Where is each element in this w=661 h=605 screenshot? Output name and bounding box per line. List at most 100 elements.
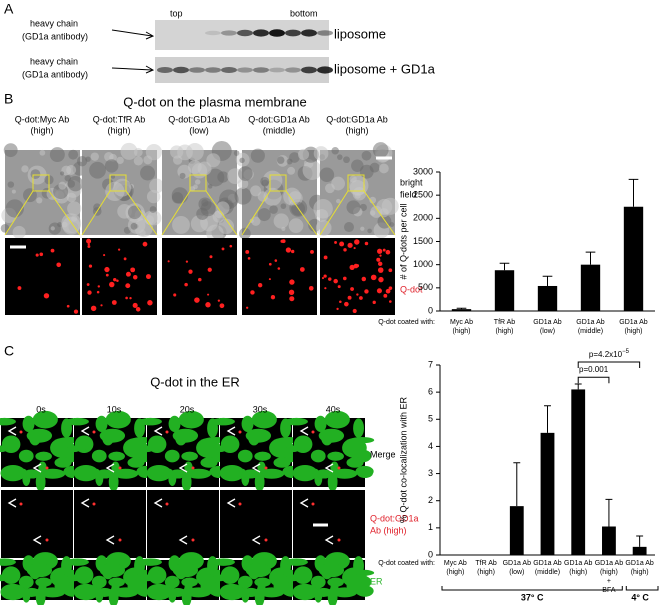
qdot — [323, 274, 327, 278]
x-tick-label: TfR Ab — [494, 319, 516, 326]
qdot — [165, 502, 169, 506]
qdot — [132, 302, 138, 309]
texture — [89, 161, 106, 179]
texture — [234, 187, 252, 205]
x-tick-label: GD1a Ab — [564, 560, 593, 567]
texture — [280, 203, 287, 209]
qdot — [86, 238, 92, 244]
y-tick-label: 0 — [428, 305, 433, 315]
qdot — [353, 247, 356, 250]
er-network — [245, 428, 272, 443]
er-network — [91, 575, 107, 589]
qdot — [285, 247, 292, 253]
er-network — [346, 457, 364, 468]
blot-band — [301, 29, 317, 37]
error-bar — [585, 251, 596, 265]
er-network — [95, 415, 108, 432]
arrowhead — [7, 426, 42, 473]
qdot — [229, 244, 233, 248]
er-image — [1, 490, 73, 558]
qdot — [364, 289, 369, 294]
bar — [602, 526, 616, 555]
bar — [494, 270, 515, 311]
qdot — [45, 538, 49, 542]
texture — [67, 179, 76, 188]
qdot — [205, 302, 211, 308]
group-label: 4° C — [631, 592, 649, 602]
texture — [315, 220, 332, 236]
er-network — [35, 587, 46, 605]
texture — [237, 178, 249, 190]
texture — [378, 163, 389, 174]
qdot — [87, 290, 92, 295]
er-network — [3, 568, 15, 583]
qdot — [289, 296, 295, 302]
x-tick-label: GD1a Ab — [533, 560, 562, 567]
qdot — [274, 259, 278, 262]
er-network — [35, 577, 52, 587]
texture — [288, 218, 304, 233]
qdot — [142, 241, 148, 247]
y-tick-label: 2000 — [413, 213, 433, 223]
column-label: (high) — [345, 125, 368, 135]
er-network — [200, 457, 218, 468]
er-network — [186, 468, 212, 479]
qdot-image — [320, 238, 395, 315]
time-label: 40s — [326, 404, 341, 414]
arrowhead — [226, 426, 261, 473]
qdot — [372, 300, 376, 305]
qdot — [185, 260, 189, 263]
qdot — [111, 300, 117, 305]
er-network — [35, 471, 46, 492]
texture — [257, 208, 271, 222]
qdot — [116, 279, 119, 282]
texture — [206, 168, 225, 187]
x-tick-label: (high) — [631, 569, 649, 576]
texture — [58, 181, 67, 190]
er-network — [146, 583, 172, 601]
er-image — [293, 490, 365, 558]
panel-label: C — [4, 343, 14, 359]
error-bar — [499, 262, 510, 271]
er-network — [76, 437, 88, 452]
texture — [68, 149, 79, 160]
er-network — [237, 449, 253, 463]
arrowhead — [299, 498, 334, 545]
texture — [313, 199, 333, 219]
er-network — [0, 417, 16, 426]
blot-band — [189, 67, 205, 73]
qdot — [385, 249, 391, 255]
qdot — [123, 257, 127, 261]
blot-band — [205, 30, 221, 36]
qdot — [50, 248, 55, 253]
er-network — [127, 580, 145, 591]
er-network — [139, 417, 162, 426]
texture — [116, 156, 124, 165]
row-label: heavy chain — [30, 18, 78, 28]
er-network — [219, 465, 245, 482]
qdot — [66, 304, 70, 308]
zoom-box — [189, 174, 207, 192]
er-network — [310, 575, 326, 589]
blot-band — [269, 67, 285, 73]
texture — [361, 150, 372, 161]
er-network — [285, 558, 308, 566]
texture — [0, 223, 10, 233]
x-tick-label: (high) — [625, 328, 643, 335]
er-image — [147, 490, 219, 558]
er-network — [310, 449, 326, 463]
qdot — [333, 278, 338, 284]
qdot — [86, 283, 90, 286]
er-network — [18, 449, 34, 463]
qdot-image — [162, 238, 237, 315]
bar — [571, 389, 586, 555]
blot-band — [253, 29, 269, 37]
er-network — [332, 468, 358, 479]
p-value-exponent: −5 — [622, 349, 630, 355]
er-network — [54, 580, 72, 591]
y-tick-label: 7 — [428, 359, 433, 369]
qdot — [344, 301, 349, 307]
texture — [273, 213, 289, 229]
blot-band — [237, 29, 253, 37]
er-network — [172, 563, 199, 578]
